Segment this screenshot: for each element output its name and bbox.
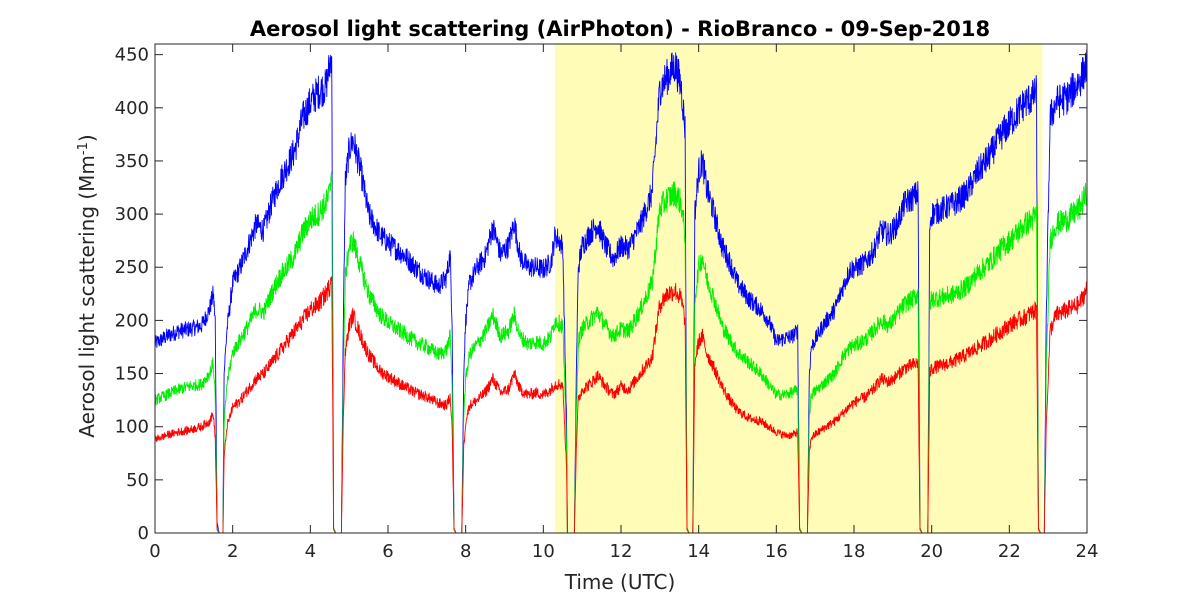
x-axis: 0 2 4 6 8 10 12 14 16 18 20 22 24	[149, 44, 1098, 562]
y-tick-label: 50	[126, 470, 149, 491]
series-line-2	[154, 171, 1088, 534]
y-axis-label: Aerosol light scattering (Mm-1)	[75, 134, 99, 437]
x-tick-label: 16	[765, 541, 788, 562]
x-tick-label: 4	[305, 541, 316, 562]
y-axis-label-sup: -1	[76, 142, 91, 155]
y-axis-label-close: )	[75, 134, 99, 142]
y-tick-label: 350	[115, 151, 149, 172]
series-line-1	[154, 49, 1088, 534]
y-tick-label: 0	[138, 523, 149, 544]
x-tick-label: 8	[460, 541, 471, 562]
x-tick-label: 22	[998, 541, 1021, 562]
x-tick-label: 0	[149, 541, 160, 562]
series-layer	[154, 49, 1088, 534]
chart-title-group: Aerosol light scattering (AirPhoton) - R…	[250, 17, 990, 41]
y-tick-label: 300	[115, 204, 149, 225]
x-tick-label: 12	[610, 541, 633, 562]
x-axis-label: Time (UTC)	[564, 570, 676, 594]
y-tick-label: 450	[115, 45, 149, 66]
y-tick-label: 200	[115, 310, 149, 331]
y-tick-label: 100	[115, 417, 149, 438]
y-tick-label: 400	[115, 98, 149, 119]
x-tick-label: 14	[687, 541, 710, 562]
y-tick-label: 250	[115, 257, 149, 278]
x-tick-label: 10	[532, 541, 555, 562]
chart-title: Aerosol light scattering (AirPhoton) - R…	[250, 17, 990, 41]
y-axis-label-main: Aerosol light scattering (Mm	[75, 155, 99, 438]
x-tick-label: 18	[843, 541, 866, 562]
y-axis: 0 50 100 150 200 250 300 350 400 450	[115, 45, 1087, 544]
y-tick-label: 150	[115, 364, 149, 385]
series-line-3	[154, 276, 1088, 534]
x-tick-label: 2	[227, 541, 238, 562]
x-tick-label: 6	[382, 541, 393, 562]
x-tick-label: 20	[920, 541, 943, 562]
x-tick-label: 24	[1076, 541, 1099, 562]
